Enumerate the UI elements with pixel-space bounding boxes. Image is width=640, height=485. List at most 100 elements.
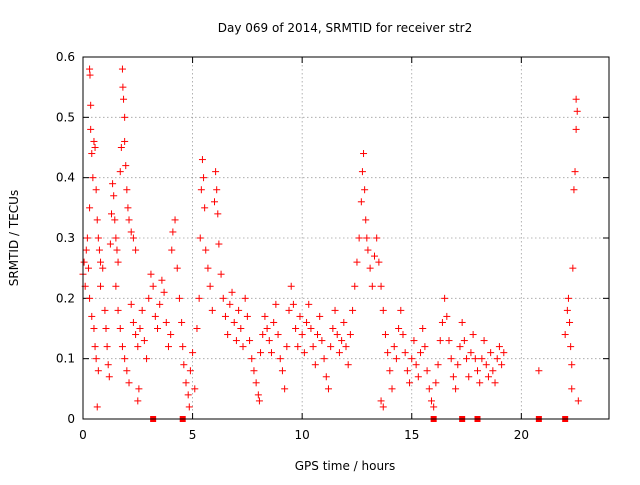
data-point [452,385,460,393]
x-tick-label: 0 [79,428,87,442]
data-point [92,186,100,194]
data-point [373,234,381,242]
y-axis-label: SRMTID / TECUs [7,190,21,286]
data-point [573,107,581,115]
data-point [438,318,446,326]
data-point [120,95,128,103]
chart-title: Day 069 of 2014, SRMTID for receiver str… [218,21,472,35]
data-point [489,367,497,375]
data-point [179,343,187,351]
y-tick-label: 0.4 [56,171,75,185]
data-point [447,355,455,363]
data-point [101,306,109,314]
data-points [79,65,582,422]
data-point [344,361,352,369]
data-point [90,137,98,145]
data-point [364,246,372,254]
data-point [109,180,117,188]
data-point [351,282,359,290]
data-point [122,162,130,170]
data-point [119,83,127,91]
data-point [94,234,102,242]
data-point [471,355,479,363]
data-point [443,312,451,320]
data-point [570,186,578,194]
data-point [395,325,403,332]
data-point [149,282,157,290]
data-point [87,125,95,133]
data-point [379,403,387,411]
data-point [335,349,343,357]
data-point [104,361,112,369]
x-tick-label: 15 [404,428,419,442]
data-point [246,337,254,345]
data-point [90,325,98,332]
data-point [204,264,212,272]
data-point [257,349,265,357]
data-point [366,264,374,272]
data-point [449,373,457,381]
data-point [563,306,571,314]
data-point [125,216,133,224]
data-point [331,306,339,314]
data-point [91,144,99,151]
data-point [474,367,481,375]
data-point [112,234,120,242]
data-point [406,379,414,387]
data-point [198,156,206,164]
data-point [384,349,392,357]
data-point [458,318,466,326]
data-point [495,343,503,351]
data-point [86,71,94,79]
data-point [84,264,92,272]
data-point [186,367,194,375]
data-point [235,306,243,314]
data-point [167,331,175,339]
data-point [377,397,385,405]
data-point [381,331,389,339]
data-point [113,246,121,254]
data-point [566,318,574,326]
data-point [239,343,247,351]
data-point [208,306,216,314]
data-point [237,325,245,332]
data-point [83,234,91,242]
x-axis-label: GPS time / hours [295,459,396,473]
data-point [561,331,569,339]
data-point [375,258,383,266]
data-point [498,361,506,369]
data-point [569,264,577,272]
data-point [117,144,125,151]
y-tick-label: 0.2 [56,291,75,305]
data-point [232,337,240,345]
data-point [97,258,105,266]
x-tick-label: 20 [514,428,529,442]
data-point [467,349,475,357]
data-point [399,331,407,339]
data-point [386,367,394,375]
data-point [370,252,378,260]
data-point [121,113,129,121]
data-point [267,349,275,357]
data-point [480,337,488,345]
grid-lines [83,57,609,419]
data-point [211,198,218,206]
data-point [118,65,126,73]
data-point [185,403,193,411]
data-point [169,228,177,236]
data-point [168,246,176,254]
data-point [329,325,337,332]
data-point [86,204,94,212]
data-point [175,294,183,302]
data-point [173,264,181,272]
data-point [140,337,148,345]
data-point [97,282,105,290]
data-point [314,331,322,339]
data-point [95,246,103,254]
data-point [379,306,387,314]
data-point [94,367,102,375]
data-point [414,373,422,381]
data-point [224,331,232,339]
data-point [114,258,122,266]
